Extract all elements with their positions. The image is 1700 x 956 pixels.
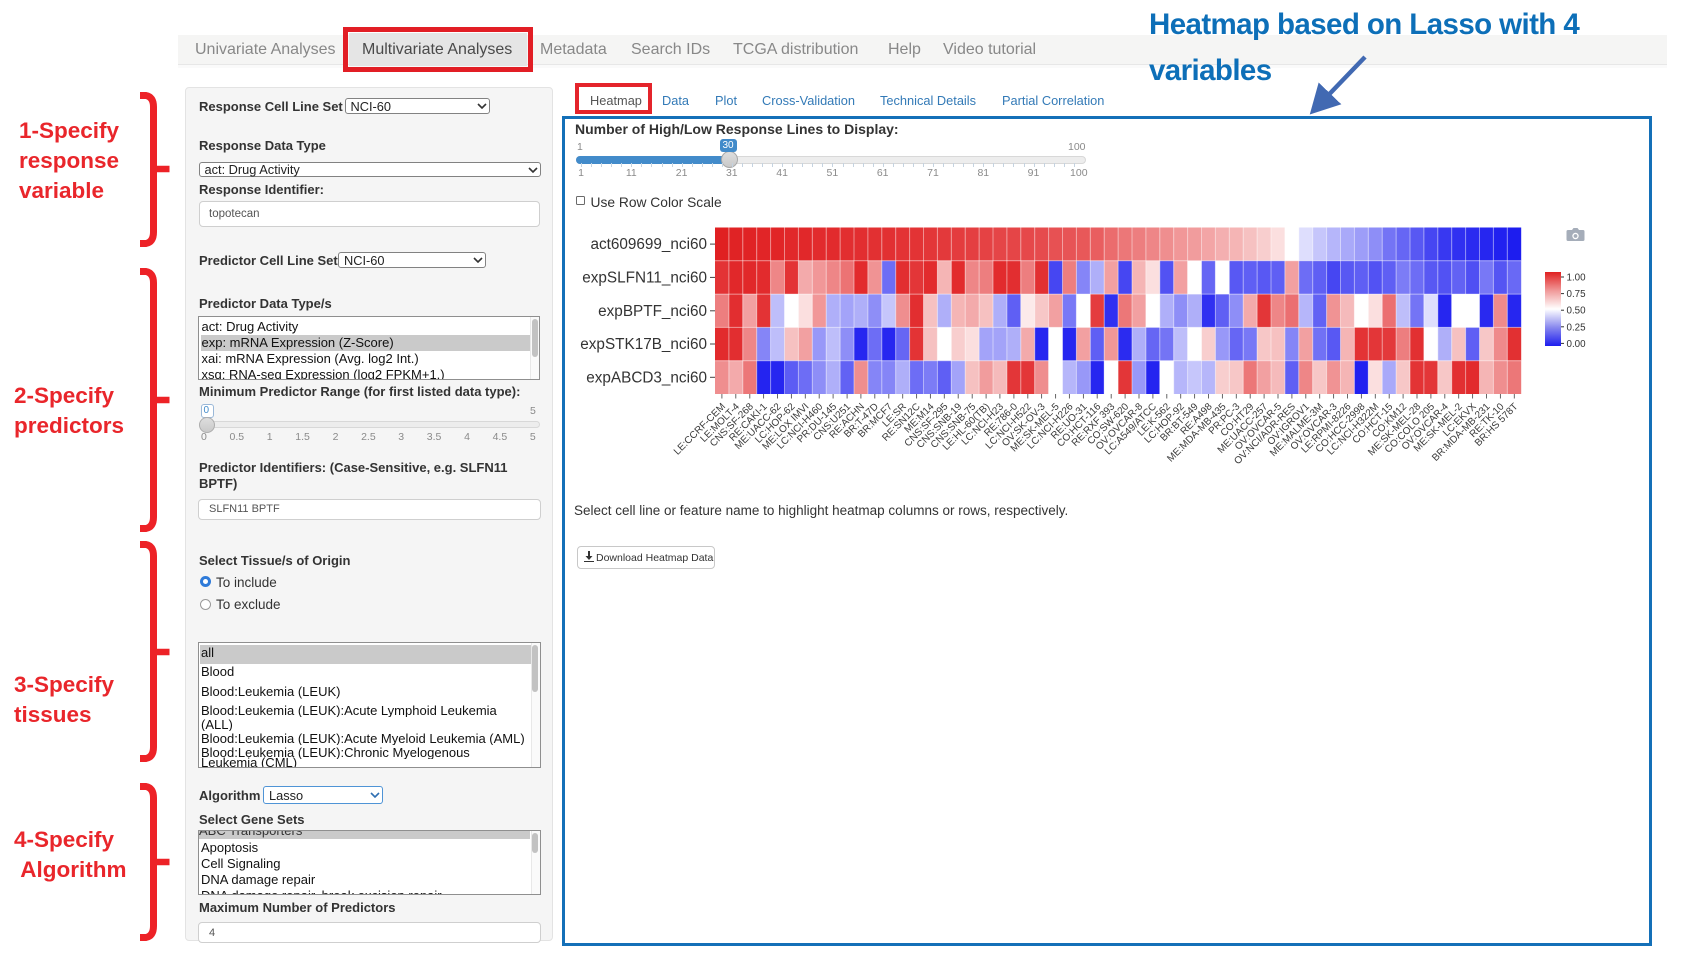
svg-text:expBPTF_nci60: expBPTF_nci60 bbox=[598, 303, 707, 320]
svg-text:expABCD3_nci60: expABCD3_nci60 bbox=[586, 369, 707, 386]
svg-text:0.75: 0.75 bbox=[1567, 289, 1587, 300]
svg-text:1.00: 1.00 bbox=[1567, 273, 1587, 284]
svg-text:0.25: 0.25 bbox=[1567, 322, 1587, 333]
svg-text:0.00: 0.00 bbox=[1567, 339, 1587, 350]
svg-text:0.50: 0.50 bbox=[1567, 306, 1587, 317]
svg-text:expSTK17B_nci60: expSTK17B_nci60 bbox=[580, 336, 707, 353]
svg-text:expSLFN11_nci60: expSLFN11_nci60 bbox=[582, 269, 707, 286]
svg-text:act609699_nci60: act609699_nci60 bbox=[590, 236, 707, 253]
